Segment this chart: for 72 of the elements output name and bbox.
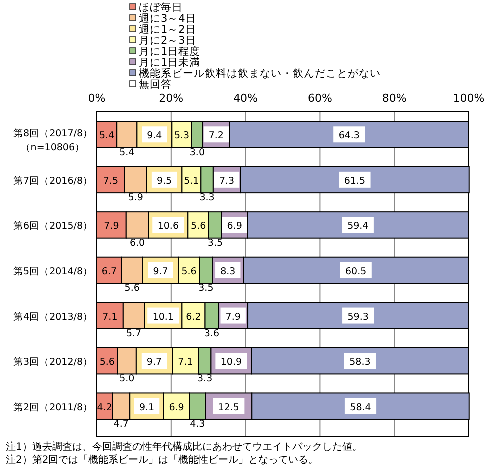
legend-label: 週に3～4日 bbox=[139, 13, 196, 25]
data-label: 6.0 bbox=[130, 238, 146, 249]
data-label: 7.5 bbox=[103, 176, 119, 187]
x-tick-label: 0% bbox=[88, 92, 106, 105]
x-tick-label: 20% bbox=[159, 92, 184, 105]
y-tick-label: 第2回（2011/8） bbox=[14, 401, 93, 414]
legend-label: 無回答 bbox=[139, 79, 172, 91]
data-label: 9.7 bbox=[146, 357, 162, 368]
data-label: 5.1 bbox=[184, 176, 200, 187]
data-label: 4.7 bbox=[114, 418, 129, 430]
data-label: 5.4 bbox=[120, 147, 135, 158]
data-label: 5.4 bbox=[99, 130, 115, 142]
data-label: 9.4 bbox=[147, 130, 162, 142]
y-tick-label: 第4回（2013/8） bbox=[14, 310, 93, 323]
data-label: 59.3 bbox=[348, 312, 369, 323]
data-label: 4.2 bbox=[97, 402, 112, 414]
data-label: 60.5 bbox=[346, 266, 367, 278]
data-label: 59.4 bbox=[348, 221, 369, 232]
data-label: 5.6 bbox=[182, 266, 197, 278]
data-label: 5.6 bbox=[124, 283, 140, 294]
y-tick-label: 第7回（2016/8） bbox=[14, 174, 93, 187]
legend-label: ほぼ毎日 bbox=[139, 2, 183, 14]
data-label: 7.2 bbox=[208, 130, 224, 142]
y-tick-label: 第8回（2017/8）（n=10806） bbox=[14, 128, 93, 154]
data-label: 3.6 bbox=[204, 328, 220, 340]
data-label: 58.4 bbox=[350, 402, 372, 414]
legend-label: 月に2～3日 bbox=[139, 35, 196, 47]
legend-label: 機能系ビール飲料は飲まない・飲んだことがない bbox=[139, 67, 381, 80]
data-label: 5.9 bbox=[128, 192, 144, 204]
data-label: 3.3 bbox=[198, 374, 213, 385]
data-label: 9.7 bbox=[153, 266, 168, 278]
data-label: 7.1 bbox=[178, 357, 194, 368]
legend-label: 月に1日程度 bbox=[139, 45, 201, 58]
y-tick-label: 第3回（2012/8） bbox=[14, 356, 93, 368]
data-label: 3.3 bbox=[200, 192, 215, 204]
data-label: 12.5 bbox=[218, 402, 240, 414]
data-label: 64.3 bbox=[338, 130, 360, 142]
data-label: 5.6 bbox=[191, 221, 206, 232]
data-label: 10.9 bbox=[220, 357, 242, 368]
data-label: 8.3 bbox=[220, 266, 236, 278]
data-label: 7.9 bbox=[104, 221, 120, 232]
legend-label: 週に1～2日 bbox=[139, 24, 196, 36]
data-label: 5.6 bbox=[100, 357, 115, 368]
text: 注1）過去調査は、今回調査の性年代構成比にあわせてウエイトバックした値。 bbox=[6, 441, 362, 453]
data-label: 7.1 bbox=[102, 312, 118, 323]
data-label: 5.0 bbox=[120, 374, 135, 385]
data-label: 4.3 bbox=[190, 418, 206, 430]
y-tick-label: 第6回（2015/8） bbox=[14, 220, 93, 232]
data-label: 6.9 bbox=[169, 402, 184, 414]
data-label: 6.7 bbox=[102, 266, 118, 278]
data-label: 7.9 bbox=[226, 312, 241, 323]
y-tick-label: 第5回（2014/8） bbox=[14, 266, 93, 278]
data-label: 61.5 bbox=[344, 176, 366, 187]
x-tick-label: 40% bbox=[234, 92, 258, 105]
text: 注2）第2回では「機能系ビール」は「機能性ビール」となっている。 bbox=[6, 454, 319, 466]
data-label: 9.1 bbox=[139, 402, 155, 414]
data-label: 58.3 bbox=[350, 357, 371, 368]
data-label: 3.5 bbox=[198, 283, 214, 294]
x-tick-label: 60% bbox=[308, 92, 332, 105]
legend-label: 月に1日未満 bbox=[139, 56, 201, 69]
x-tick-label: 80% bbox=[382, 92, 407, 105]
data-label: 5.7 bbox=[126, 328, 142, 340]
data-label: 7.3 bbox=[219, 176, 235, 187]
data-label: 6.2 bbox=[186, 312, 202, 323]
data-label: 9.5 bbox=[156, 176, 172, 187]
data-label: 3.0 bbox=[190, 147, 205, 158]
data-label: 3.5 bbox=[208, 238, 224, 249]
x-tick-label: 100% bbox=[453, 92, 485, 105]
data-label: 6.9 bbox=[227, 221, 242, 232]
data-label: 10.6 bbox=[158, 221, 179, 232]
data-label: 5.3 bbox=[174, 130, 190, 142]
data-label: 10.1 bbox=[152, 312, 174, 323]
